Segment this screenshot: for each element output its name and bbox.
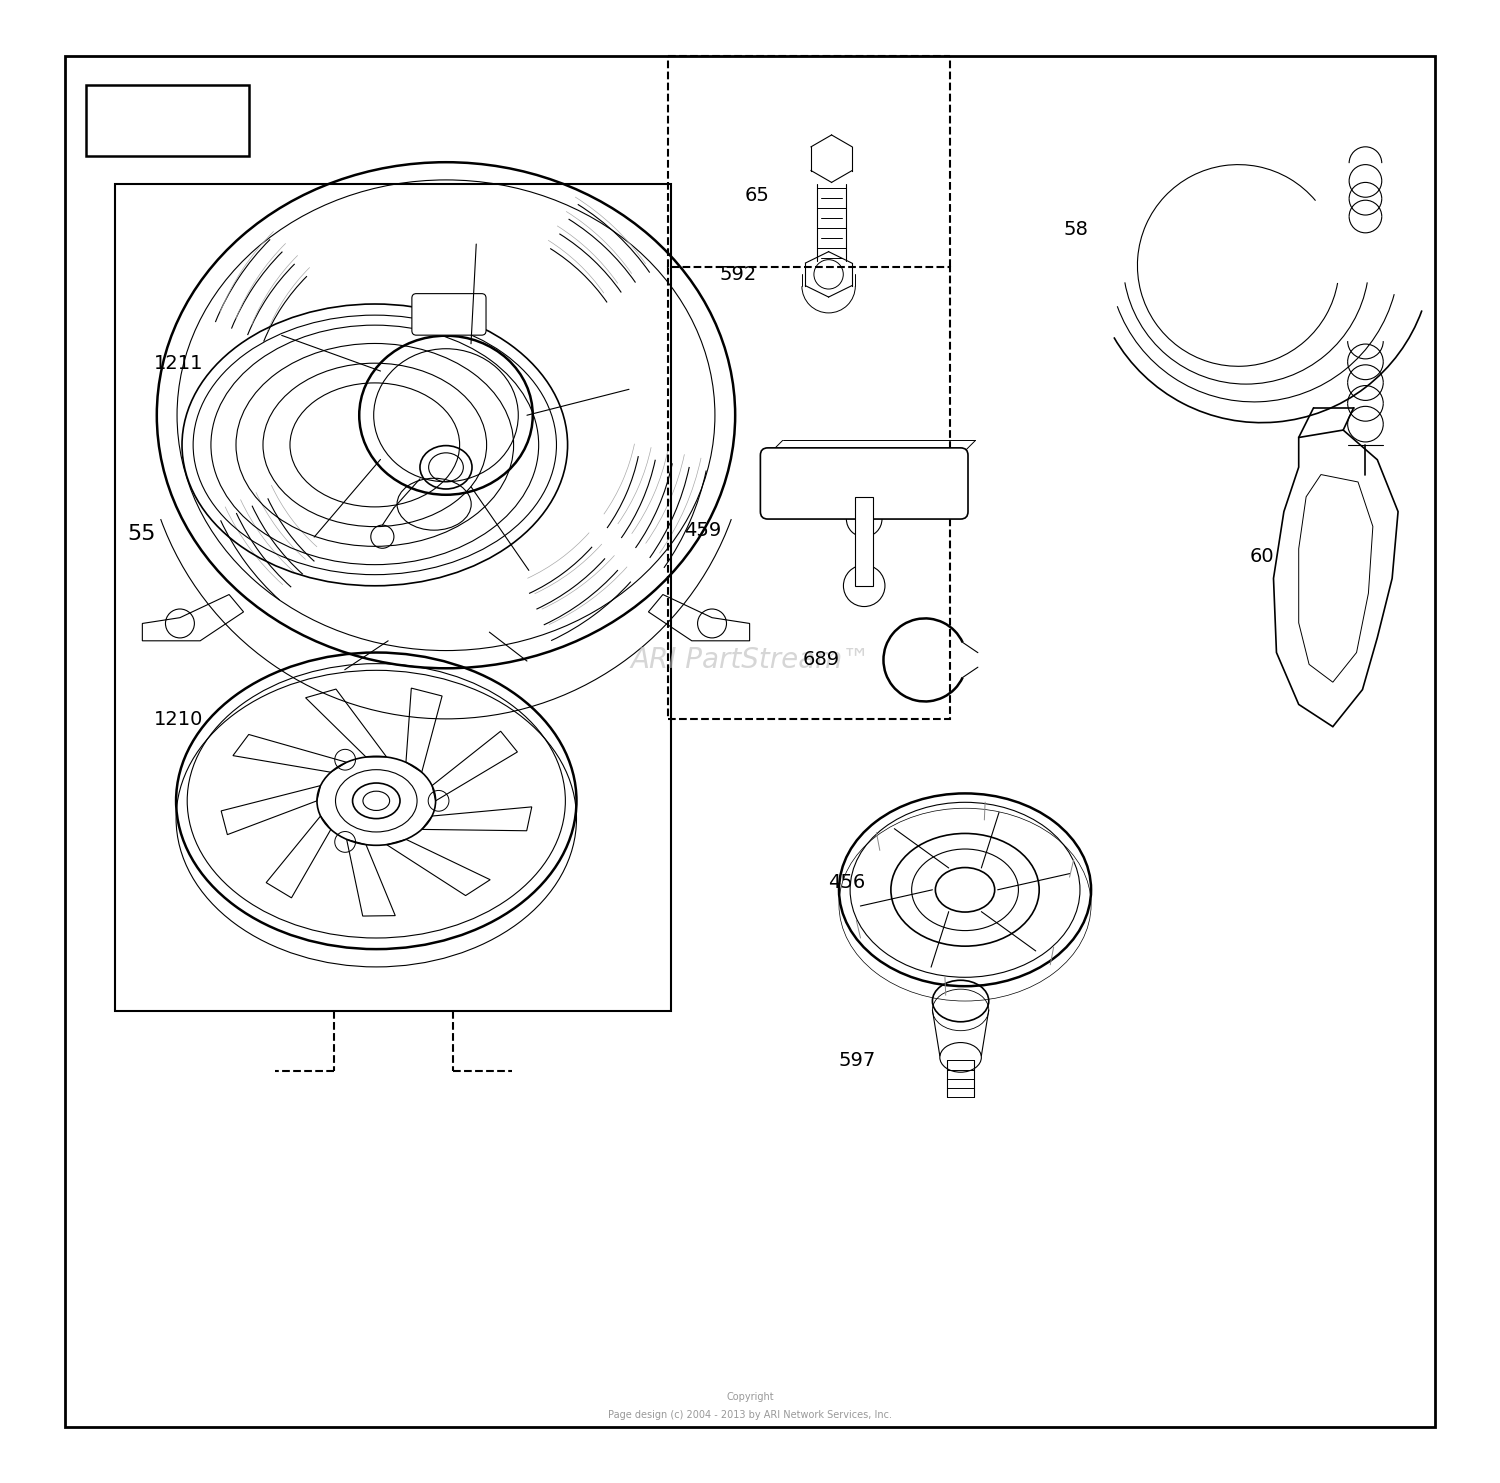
FancyBboxPatch shape [760,448,968,519]
Bar [855,497,873,586]
Text: 689: 689 [802,651,840,669]
Text: 456: 456 [828,873,866,891]
Text: 608: 608 [141,108,194,132]
Text: Page design (c) 2004 - 2013 by ARI Network Services, Inc.: Page design (c) 2004 - 2013 by ARI Netwo… [608,1410,892,1419]
Bar [86,85,249,156]
Text: ARI PartStream™: ARI PartStream™ [630,647,870,673]
Bar [669,267,950,719]
Text: Copyright: Copyright [726,1393,774,1401]
FancyBboxPatch shape [413,294,486,335]
Text: 1211: 1211 [154,354,204,372]
Text: 60: 60 [1250,547,1274,565]
Text: 1210: 1210 [154,710,204,728]
Text: 55: 55 [128,523,156,544]
Text: 459: 459 [684,522,722,540]
Text: 592: 592 [720,265,758,283]
Text: 597: 597 [839,1051,876,1069]
Text: 58: 58 [1064,221,1089,239]
Text: 65: 65 [746,187,770,205]
Bar [116,184,672,1011]
